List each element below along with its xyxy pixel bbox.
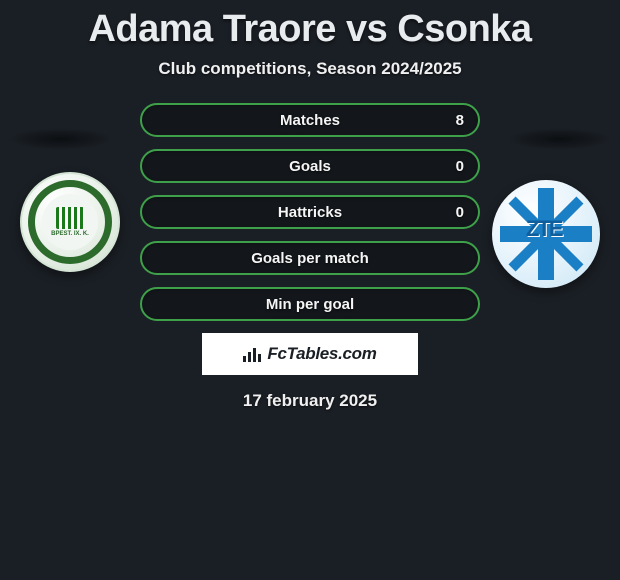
stat-row-goals-per-match: Goals per match <box>140 241 480 275</box>
stat-label: Hattricks <box>278 204 342 221</box>
page-title: Adama Traore vs Csonka <box>0 0 620 51</box>
subtitle: Club competitions, Season 2024/2025 <box>0 59 620 79</box>
bar-chart-icon <box>243 346 261 362</box>
badge-stripes-icon <box>56 207 84 229</box>
badge-right-letters: ZTE <box>526 216 562 242</box>
stat-value-right: 0 <box>456 204 464 221</box>
player-shadow-left <box>8 128 113 150</box>
date-text: 17 february 2025 <box>0 391 620 411</box>
stat-row-goals: Goals 0 <box>140 149 480 183</box>
stat-label: Min per goal <box>266 296 354 313</box>
badge-left-text: BPEST. IX. K. <box>51 231 89 237</box>
stat-row-hattricks: Hattricks 0 <box>140 195 480 229</box>
club-badge-left: BPEST. IX. K. <box>20 172 120 272</box>
stat-rows: Matches 8 Goals 0 Hattricks 0 Goals per … <box>140 103 480 321</box>
stat-label: Goals per match <box>251 250 369 267</box>
stat-value-right: 0 <box>456 158 464 175</box>
stat-value-right: 8 <box>456 112 464 129</box>
brand-text: FcTables.com <box>267 344 376 364</box>
stat-label: Goals <box>289 158 331 175</box>
player-shadow-right <box>507 128 612 150</box>
stat-label: Matches <box>280 112 340 129</box>
brand-box: FcTables.com <box>202 333 418 375</box>
club-badge-right: ZTE <box>492 180 600 288</box>
stat-row-matches: Matches 8 <box>140 103 480 137</box>
stat-row-min-per-goal: Min per goal <box>140 287 480 321</box>
